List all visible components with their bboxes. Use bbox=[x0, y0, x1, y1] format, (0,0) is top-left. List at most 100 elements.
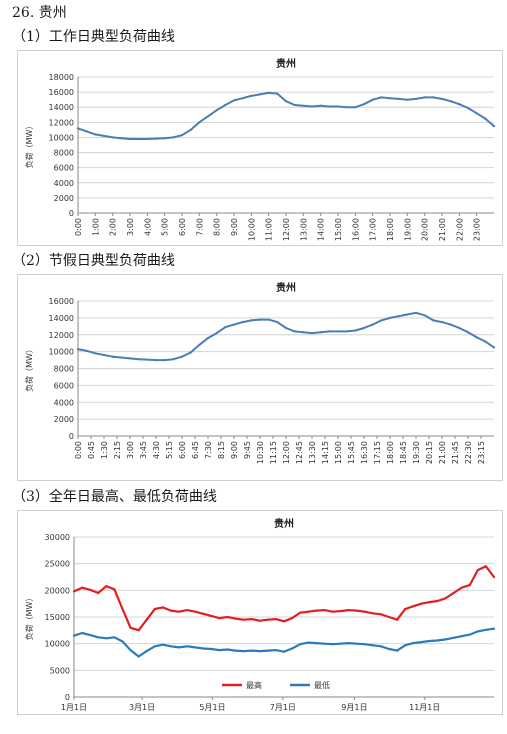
min-load-data-point bbox=[323, 642, 326, 645]
y-tick-label: 14000 bbox=[49, 103, 74, 112]
min-load-data-point bbox=[355, 642, 358, 645]
load-data-point bbox=[102, 353, 106, 357]
min-load-data-point bbox=[258, 650, 261, 653]
x-tick-label: 21:45 bbox=[451, 441, 460, 464]
load-data-point bbox=[128, 137, 132, 141]
max-load-data-point bbox=[339, 610, 342, 613]
y-tick-label: 18000 bbox=[49, 73, 74, 82]
x-tick-label: 14:00 bbox=[317, 218, 326, 241]
x-tick-label: 7月1日 bbox=[270, 703, 296, 712]
y-tick-label: 15000 bbox=[45, 613, 70, 622]
min-load-data-point bbox=[266, 649, 269, 652]
max-load-data-point bbox=[404, 607, 407, 611]
load-data-point bbox=[146, 137, 149, 141]
y-tick-label: 12000 bbox=[49, 118, 74, 127]
load-data-point bbox=[458, 103, 461, 106]
load-data-point bbox=[319, 331, 322, 334]
x-tick-label: 23:00 bbox=[473, 218, 482, 241]
load-data-point bbox=[293, 330, 296, 333]
x-tick-label: 1月1日 bbox=[61, 703, 87, 712]
min-load-data-point bbox=[274, 649, 277, 652]
load-data-point bbox=[94, 133, 97, 136]
load-data-point bbox=[440, 321, 444, 324]
min-load-data-point bbox=[186, 645, 189, 648]
load-data-point bbox=[206, 115, 210, 118]
x-tick-label: 22:00 bbox=[455, 218, 464, 241]
max-load-data-point bbox=[436, 599, 439, 603]
x-tick-label: 12:45 bbox=[295, 441, 304, 464]
x-tick-label: 6:45 bbox=[191, 441, 200, 459]
min-load-data-point bbox=[234, 649, 237, 652]
y-tick-label: 14000 bbox=[49, 314, 74, 323]
holiday-load-chart: 贵州 0 2000 4000 6000 8000 10000 12000 14000 16000 负… bbox=[24, 281, 496, 464]
load-data-point bbox=[276, 321, 279, 324]
load-data-point bbox=[137, 358, 140, 361]
min-load-data-point bbox=[97, 636, 100, 639]
x-tick-label: 4:30 bbox=[152, 441, 161, 459]
load-data-point bbox=[284, 100, 288, 103]
load-data-point bbox=[380, 319, 383, 322]
x-tick-label: 15:45 bbox=[347, 441, 356, 464]
x-tick-label: 10:30 bbox=[256, 441, 265, 464]
x-tick-label: 0:45 bbox=[87, 441, 96, 459]
y-tick-label: 2000 bbox=[54, 194, 74, 203]
section-heading: 26. 贵州 bbox=[12, 5, 67, 21]
x-tick-label: 5:15 bbox=[165, 441, 174, 459]
load-data-point bbox=[388, 316, 392, 319]
load-data-point bbox=[371, 98, 374, 101]
min-load-data-point bbox=[412, 642, 415, 645]
x-tick-label: 20:15 bbox=[425, 441, 434, 464]
y-tick-label: 0 bbox=[69, 209, 74, 218]
y-axis-label: 负荷（MW） bbox=[24, 594, 34, 641]
load-data-point bbox=[449, 323, 452, 326]
y-tick-label: 10000 bbox=[45, 640, 70, 649]
y-tick-label: 10000 bbox=[49, 133, 74, 142]
max-load-data-point bbox=[274, 618, 277, 621]
load-data-point bbox=[241, 97, 244, 100]
load-data-point bbox=[293, 103, 296, 107]
load-data-point bbox=[328, 330, 331, 333]
load-data-point bbox=[328, 105, 331, 108]
min-load-data-point bbox=[484, 628, 487, 631]
x-tick-label: 15:00 bbox=[334, 441, 343, 464]
min-load-data-point bbox=[307, 641, 310, 644]
load-data-point bbox=[172, 136, 175, 139]
max-load-data-point bbox=[315, 609, 318, 612]
load-data-point bbox=[250, 319, 253, 322]
max-load-data-point bbox=[153, 607, 156, 611]
load-data-point bbox=[406, 98, 409, 101]
x-tick-label: 6:00 bbox=[178, 218, 187, 236]
load-data-point bbox=[206, 337, 210, 340]
x-tick-label: 18:00 bbox=[386, 441, 395, 464]
min-load-data-point bbox=[363, 643, 366, 646]
load-data-point bbox=[163, 359, 166, 362]
min-load-data-point bbox=[371, 644, 374, 647]
max-load-data-point bbox=[234, 617, 237, 620]
load-data-point bbox=[250, 94, 253, 97]
load-data-point bbox=[146, 358, 149, 361]
load-data-point bbox=[432, 319, 435, 322]
y-tick-label: 6000 bbox=[54, 164, 74, 173]
x-tick-label: 3月1日 bbox=[129, 703, 155, 712]
load-data-point bbox=[319, 104, 322, 107]
workday-chart-panel: 贵州 0 2000 4000 6000 8000 10000 12000 14000 16000 1… bbox=[17, 50, 503, 246]
max-load-data-point bbox=[242, 618, 245, 621]
max-load-data-point bbox=[177, 610, 181, 613]
max-load-data-point bbox=[420, 602, 423, 605]
x-tick-label: 12:00 bbox=[282, 441, 291, 464]
load-data-point bbox=[492, 125, 496, 128]
load-data-point bbox=[267, 318, 270, 321]
min-load-data-point bbox=[492, 627, 496, 630]
x-tick-label: 6:00 bbox=[178, 441, 187, 459]
min-load-data-point bbox=[468, 633, 471, 636]
x-tick-label: 7:30 bbox=[204, 441, 213, 459]
load-data-point bbox=[128, 357, 132, 360]
load-data-point bbox=[310, 332, 314, 335]
load-data-point bbox=[189, 351, 192, 354]
x-tick-label: 21:00 bbox=[438, 441, 447, 464]
x-tick-label: 19:00 bbox=[403, 218, 412, 241]
min-load-data-point bbox=[161, 643, 164, 646]
min-load-data-point bbox=[242, 650, 245, 653]
chart-title: 贵州 bbox=[276, 281, 296, 294]
min-load-data-point bbox=[420, 641, 423, 644]
